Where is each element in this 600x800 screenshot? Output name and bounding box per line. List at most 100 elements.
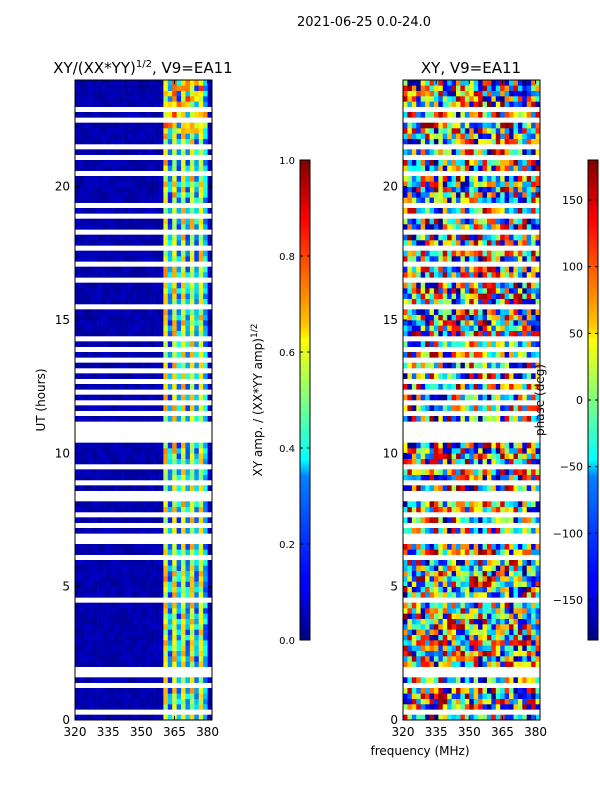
phase-cell: [433, 218, 439, 225]
phase-cell: [491, 448, 497, 454]
amplitude-cell: [181, 240, 186, 246]
amplitude-cell: [154, 362, 160, 369]
phase-cell: [416, 618, 421, 625]
amplitude-cell: [167, 560, 173, 566]
phase-cell: [513, 624, 519, 630]
amplitude-cell: [101, 320, 107, 326]
amplitude-cell: [189, 181, 195, 187]
amplitude-cell: [150, 96, 155, 102]
amplitude-cell: [132, 608, 138, 614]
phase-cell: [429, 240, 435, 246]
amplitude-cell: [194, 192, 200, 198]
phase-cell: [491, 122, 497, 129]
amplitude-cell: [110, 352, 116, 358]
amplitude-cell: [105, 645, 111, 651]
phase-cell: [416, 517, 421, 523]
amplitude-cell: [128, 362, 133, 369]
amplitude-cell: [150, 309, 155, 315]
amplitude-cell: [92, 640, 98, 646]
amplitude-cell: [154, 320, 160, 326]
amplitude-cell: [181, 581, 186, 587]
phase-cell: [451, 240, 457, 246]
amplitude-cell: [145, 192, 151, 198]
amplitude-cell: [128, 570, 133, 577]
phase-cell: [442, 517, 448, 523]
amplitude-cell: [97, 224, 102, 230]
amplitude-cell: [79, 448, 85, 454]
phase-cell: [469, 586, 475, 593]
phase-cell: [447, 586, 452, 593]
amplitude-cell: [172, 416, 177, 422]
amplitude-cell: [154, 197, 160, 203]
amplitude-cell: [114, 688, 120, 694]
amplitude-cell: [114, 661, 120, 667]
amplitude-cell: [189, 704, 195, 710]
amplitude-cell: [141, 442, 147, 449]
amplitude-cell: [128, 405, 133, 411]
amplitude-cell: [181, 442, 186, 449]
phase-cell: [526, 208, 532, 214]
amplitude-cell: [123, 698, 129, 705]
phase-cell: [509, 448, 514, 454]
phase-cell: [535, 384, 541, 390]
phase-cell: [411, 128, 417, 134]
amplitude-cell: [110, 192, 116, 198]
amplitude-cell: [132, 373, 138, 379]
amplitude-cell: [97, 698, 102, 705]
amplitude-cell: [207, 453, 213, 459]
amplitude-cell: [181, 133, 186, 139]
amplitude-cell: [132, 165, 138, 171]
phase-cell: [526, 133, 532, 139]
amplitude-cell: [128, 448, 133, 454]
amplitude-cell: [198, 650, 204, 657]
amplitude-cell: [132, 208, 138, 214]
amplitude-cell: [75, 608, 80, 614]
phase-cell: [486, 570, 492, 577]
amplitude-cell: [128, 298, 133, 305]
amplitude-cell: [110, 405, 116, 411]
amplitude-cell: [181, 624, 186, 630]
amplitude-cell: [136, 549, 142, 555]
phase-cell: [433, 309, 439, 315]
amplitude-cell: [92, 384, 98, 390]
amplitude-cell: [128, 714, 133, 721]
phase-cell: [429, 122, 435, 129]
amplitude-cell: [172, 528, 177, 534]
phase-cell: [464, 656, 470, 662]
amplitude-cell: [101, 394, 107, 401]
amplitude-cell: [207, 282, 213, 289]
phase-cell: [433, 602, 439, 609]
amplitude-cell: [128, 602, 133, 609]
phase-cell: [482, 208, 488, 214]
amplitude-cell: [83, 234, 89, 241]
amplitude-cell: [189, 165, 195, 171]
amplitude-cell: [176, 608, 182, 614]
phase-cell: [500, 698, 505, 705]
phase-cell: [486, 528, 492, 534]
amplitude-cell: [88, 112, 93, 118]
amplitude-cell: [189, 501, 195, 507]
amplitude-cell: [154, 133, 160, 139]
phase-cell: [531, 613, 536, 619]
amplitude-cell: [88, 282, 93, 289]
amplitude-cell: [136, 266, 142, 273]
phase-cell: [478, 330, 483, 337]
amplitude-cell: [88, 101, 93, 107]
amplitude-cell: [176, 581, 182, 587]
amplitude-cell: [110, 688, 116, 694]
phase-cell: [517, 176, 523, 182]
phase-cell: [403, 197, 408, 203]
phase-cell: [531, 448, 536, 454]
phase-cell: [433, 256, 439, 262]
phase-cell: [531, 352, 536, 358]
amplitude-cell: [136, 576, 142, 582]
phase-cell: [416, 485, 421, 491]
amplitude-cell: [167, 394, 173, 401]
phase-cell: [425, 704, 430, 710]
amplitude-cell: [132, 352, 138, 358]
amplitude-cell: [128, 272, 133, 278]
phase-cell: [403, 661, 408, 667]
amplitude-cell: [185, 384, 191, 390]
phase-cell: [411, 677, 417, 683]
phase-cell: [495, 384, 501, 390]
